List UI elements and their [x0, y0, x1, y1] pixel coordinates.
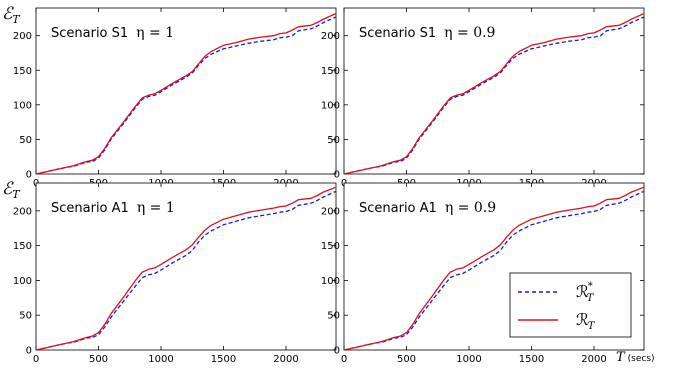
- x-tick-label: 1000: [456, 354, 481, 365]
- series-line-actual: [35, 186, 337, 351]
- panel-label: Scenario S1 η = 1: [51, 25, 174, 41]
- series-line-optimal: [35, 16, 337, 175]
- plot-frame: [35, 7, 337, 175]
- x-tick-label: 1500: [519, 354, 544, 365]
- panel-label: Scenario A1 η = 0.9: [359, 200, 496, 216]
- eta-label: η = 1: [136, 25, 174, 41]
- x-tick-label: 0: [33, 354, 39, 365]
- scenario-label: Scenario A1: [51, 201, 129, 216]
- y-tick-label: 150: [13, 241, 32, 252]
- series-line-actual: [343, 12, 645, 175]
- scenario-label: Scenario A1: [359, 201, 437, 216]
- panel-label: Scenario A1 η = 1: [51, 200, 175, 216]
- y-tick-label: 200: [13, 31, 32, 42]
- y-tick-label: 200: [321, 206, 340, 217]
- scenario-label: Scenario S1: [359, 26, 436, 41]
- y-tick-label: 100: [321, 100, 340, 111]
- scenario-label: Scenario S1: [51, 26, 128, 41]
- y-tick-label: 0: [26, 170, 32, 181]
- y-tick-label: 150: [321, 241, 340, 252]
- y-tick-label: 150: [321, 66, 340, 77]
- x-tick-label: 1500: [211, 354, 236, 365]
- y-tick-label: 100: [13, 276, 32, 287]
- legend-label-actual: ℛT: [576, 310, 596, 332]
- x-tick-label: 500: [89, 354, 108, 365]
- legend-label-optimal: ℛ* T: [576, 281, 595, 304]
- eta-label: η = 0.9: [444, 25, 495, 41]
- y-tick-label: 50: [327, 311, 340, 322]
- y-tick-label: 50: [19, 311, 32, 322]
- y-tick-label: 0: [26, 346, 32, 357]
- y-axis-label-bottom: ℰT: [2, 179, 21, 201]
- plot-frame: [343, 7, 645, 175]
- y-tick-label: 0: [334, 170, 340, 181]
- y-tick-label: 200: [321, 31, 340, 42]
- x-tick-label: 500: [397, 354, 416, 365]
- y-axis-label-top: ℰT: [2, 4, 21, 26]
- eta-label: η = 0.9: [445, 200, 496, 216]
- y-tick-label: 50: [19, 135, 32, 146]
- x-tick-label: 2000: [273, 354, 298, 365]
- y-tick-label: 200: [13, 206, 32, 217]
- legend: ℛ* T ℛT: [509, 272, 632, 338]
- x-tick-label: 1000: [148, 354, 173, 365]
- y-tick-label: 100: [13, 100, 32, 111]
- x-tick-label: 2000: [581, 354, 606, 365]
- panel-label: Scenario S1 η = 0.9: [359, 25, 495, 41]
- x-tick-label: 0: [341, 354, 347, 365]
- y-tick-label: 50: [327, 135, 340, 146]
- series-line-optimal: [343, 190, 645, 351]
- y-tick-label: 0: [334, 346, 340, 357]
- series-line-actual: [35, 12, 337, 175]
- series-line-actual: [343, 186, 645, 351]
- series-line-optimal: [35, 190, 337, 351]
- y-tick-label: 150: [13, 66, 32, 77]
- x-axis-label: T (secs): [616, 350, 655, 365]
- legend-box: [509, 272, 632, 338]
- eta-label: η = 1: [137, 200, 175, 216]
- series-line-optimal: [343, 16, 645, 175]
- y-tick-label: 100: [321, 276, 340, 287]
